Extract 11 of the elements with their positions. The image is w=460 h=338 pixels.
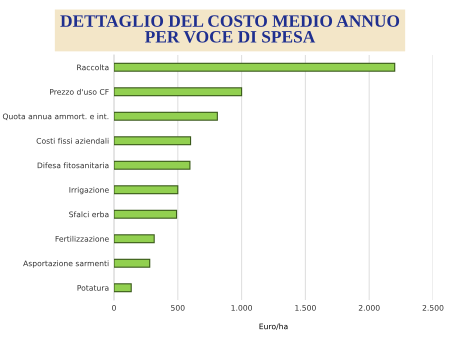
bar [114, 234, 155, 244]
chart-title: DETTAGLIO DEL COSTO MEDIO ANNUO PER VOCE DI SPESA [60, 15, 400, 43]
bar [114, 112, 218, 121]
bar [114, 185, 178, 194]
bar [114, 258, 150, 268]
bar [114, 210, 178, 219]
bar [114, 160, 190, 170]
bar [114, 87, 242, 96]
bar [114, 62, 396, 72]
bar [114, 136, 192, 146]
bar [114, 283, 132, 292]
